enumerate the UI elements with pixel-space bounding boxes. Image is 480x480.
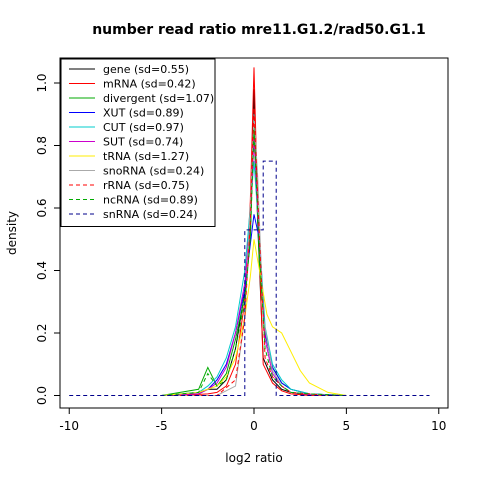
legend-label: snRNA (sd=0.24) [103, 208, 198, 221]
legend-label: tRNA (sd=1.27) [103, 150, 189, 163]
y-tick-label: 0.2 [35, 323, 49, 342]
x-tick-label: -5 [156, 419, 168, 433]
y-tick-label: 0.8 [35, 136, 49, 155]
legend-label: mRNA (sd=0.42) [103, 78, 196, 91]
chart-title: number read ratio mre11.G1.2/rad50.G1.1 [92, 22, 426, 38]
legend-label: CUT (sd=0.97) [103, 121, 184, 134]
y-axis-label: density [5, 211, 19, 255]
series-line-rrna [180, 107, 328, 396]
x-axis-label: log2 ratio [225, 451, 282, 465]
legend-label: gene (sd=0.55) [103, 63, 189, 76]
y-tick-label: 0.4 [35, 261, 49, 280]
series-line-xut [161, 214, 347, 396]
legend-box [60, 58, 216, 227]
x-tick-label: 5 [343, 419, 351, 433]
legend: gene (sd=0.55) mRNA (sd=0.42)divergent (s… [60, 58, 216, 227]
legend-label: SUT (sd=0.74) [103, 136, 183, 149]
x-tick-label: 10 [431, 419, 446, 433]
legend-label: ncRNA (sd=0.89) [103, 194, 198, 207]
y-tick-label: 1.0 [35, 73, 49, 92]
legend-label: rRNA (sd=0.75) [103, 179, 189, 192]
series-line-mrna [180, 67, 328, 396]
series-layer [69, 67, 430, 396]
legend-label: divergent (sd=1.07) [103, 92, 214, 105]
legend-label: snoRNA (sd=0.24) [103, 165, 204, 178]
series-line-trna [161, 239, 347, 396]
y-tick-label: 0.6 [35, 198, 49, 217]
series-line-snrna [69, 160, 430, 396]
series-line-ncrna [161, 129, 347, 396]
axes: -10 -5 0 5 10 0.0 0.2 0.4 0.6 0.8 1.0 [35, 73, 446, 433]
x-tick-label: -10 [59, 419, 79, 433]
legend-label: XUT (sd=0.89) [103, 107, 184, 120]
y-tick-label: 0.0 [35, 386, 49, 405]
x-tick-label: 0 [250, 419, 258, 433]
